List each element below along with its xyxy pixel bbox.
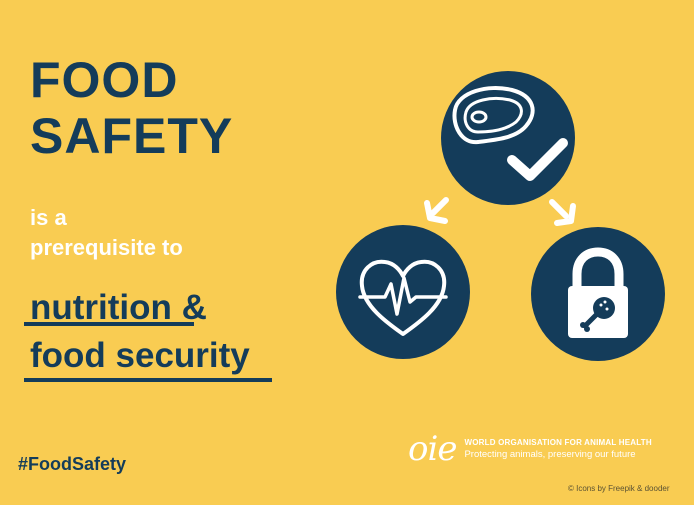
steak-check-icon [441,71,575,205]
oie-logo[interactable]: oie WORLD ORGANISATION FOR ANIMAL HEALTH… [408,432,652,466]
subtitle-line-2: prerequisite to [30,235,183,260]
subtitle: is a prerequisite to [30,203,183,263]
icon-credit: © Icons by Freepik & dooder [568,484,670,493]
emphasis-line-1: nutrition & [30,284,250,332]
hashtag[interactable]: #FoodSafety [18,454,127,474]
headline-line-2: SAFETY [30,108,234,164]
organisation-tagline: Protecting animals, preserving our futur… [464,449,636,460]
ampersand: & [171,288,207,327]
nutrition-word: nutrition [30,288,172,327]
organisation-name: WORLD ORGANISATION FOR ANIMAL HEALTH [464,438,652,447]
subtitle-line-1: is a [30,205,67,230]
headline: FOOD SAFETY [30,52,233,164]
oie-logo-text: WORLD ORGANISATION FOR ANIMAL HEALTH Pro… [464,438,651,460]
oie-logo-mark: oie [408,429,457,469]
nutrition-underline [24,322,194,326]
padlock-drumstick-icon [531,227,665,361]
headline-line-1: FOOD [30,52,179,108]
heart-pulse-icon [336,225,470,359]
arrow-down-right-icon [549,199,576,226]
food-security-underline [24,378,272,382]
arrow-down-left-icon [424,197,449,224]
emphasis-line-2: food security [30,336,250,375]
emphasis-text: nutrition & food security [30,284,250,380]
